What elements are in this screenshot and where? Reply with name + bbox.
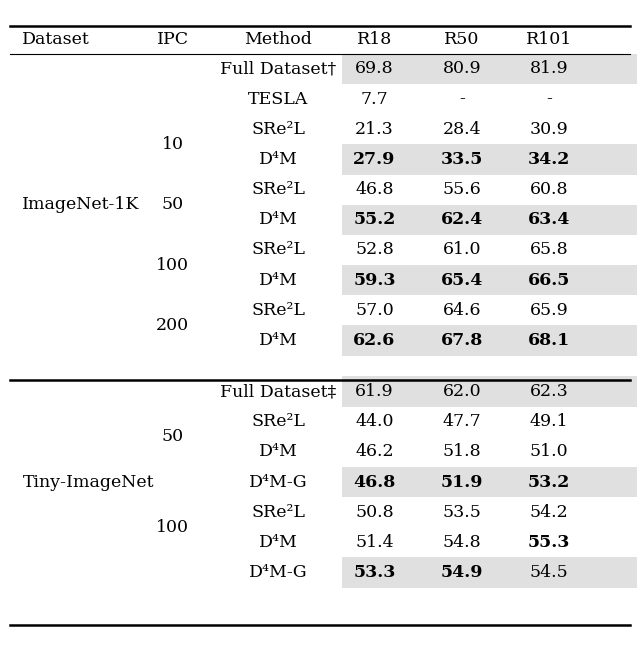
Text: 27.9: 27.9 (353, 151, 396, 168)
Text: SRe²L: SRe²L (252, 413, 305, 430)
Text: 59.3: 59.3 (353, 272, 396, 289)
Text: 47.7: 47.7 (443, 413, 481, 430)
Text: 67.8: 67.8 (441, 332, 483, 349)
Text: 80.9: 80.9 (443, 60, 481, 77)
Text: 66.5: 66.5 (528, 272, 570, 289)
Text: 60.8: 60.8 (530, 181, 568, 198)
Text: Method: Method (244, 31, 312, 48)
Text: D⁴M: D⁴M (259, 211, 298, 228)
Text: 53.3: 53.3 (353, 564, 396, 581)
Text: 50: 50 (162, 428, 184, 445)
Text: SRe²L: SRe²L (252, 121, 305, 138)
Text: 51.0: 51.0 (530, 443, 568, 461)
Text: 61.9: 61.9 (355, 383, 394, 400)
Text: 54.5: 54.5 (530, 564, 568, 581)
Bar (342, 325, 637, 356)
Text: R50: R50 (444, 31, 480, 48)
Bar (342, 265, 637, 295)
Bar (342, 377, 637, 407)
Text: 81.9: 81.9 (530, 60, 568, 77)
Text: Full Dataset†: Full Dataset† (220, 60, 337, 77)
Bar (342, 54, 637, 84)
Text: 62.0: 62.0 (443, 383, 481, 400)
Text: D⁴M-G: D⁴M-G (249, 564, 308, 581)
Text: 68.1: 68.1 (528, 332, 570, 349)
Text: 100: 100 (156, 519, 189, 536)
Text: D⁴M: D⁴M (259, 272, 298, 289)
Text: SRe²L: SRe²L (252, 241, 305, 258)
Text: ImageNet-1K: ImageNet-1K (22, 196, 140, 213)
Text: SRe²L: SRe²L (252, 302, 305, 319)
Text: 65.8: 65.8 (530, 241, 568, 258)
Text: 200: 200 (156, 317, 189, 334)
Text: 53.2: 53.2 (528, 474, 570, 491)
Text: 55.6: 55.6 (443, 181, 481, 198)
Text: 65.4: 65.4 (441, 272, 483, 289)
Text: 52.8: 52.8 (355, 241, 394, 258)
Text: 49.1: 49.1 (530, 413, 568, 430)
Text: 50.8: 50.8 (355, 504, 394, 521)
Text: 28.4: 28.4 (443, 121, 481, 138)
Text: SRe²L: SRe²L (252, 504, 305, 521)
Text: 62.6: 62.6 (353, 332, 396, 349)
Text: D⁴M: D⁴M (259, 151, 298, 168)
Text: Tiny-ImageNet: Tiny-ImageNet (22, 474, 154, 491)
Text: 65.9: 65.9 (530, 302, 568, 319)
Text: 44.0: 44.0 (355, 413, 394, 430)
Text: Full Dataset‡: Full Dataset‡ (220, 383, 337, 400)
Text: 55.2: 55.2 (353, 211, 396, 228)
Text: 57.0: 57.0 (355, 302, 394, 319)
Bar (342, 558, 637, 588)
Text: 62.4: 62.4 (441, 211, 483, 228)
Text: 64.6: 64.6 (443, 302, 481, 319)
Text: D⁴M: D⁴M (259, 534, 298, 551)
Text: D⁴M: D⁴M (259, 332, 298, 349)
Text: D⁴M: D⁴M (259, 443, 298, 461)
Text: R101: R101 (526, 31, 572, 48)
Text: 54.2: 54.2 (530, 504, 568, 521)
Text: 62.3: 62.3 (530, 383, 568, 400)
Text: 54.8: 54.8 (443, 534, 481, 551)
Text: D⁴M-G: D⁴M-G (249, 474, 308, 491)
Text: Dataset: Dataset (22, 31, 90, 48)
Text: 63.4: 63.4 (528, 211, 570, 228)
Text: 54.9: 54.9 (441, 564, 483, 581)
Bar (342, 144, 637, 174)
Text: 46.8: 46.8 (355, 181, 394, 198)
Text: 50: 50 (162, 196, 184, 213)
Text: -: - (546, 91, 552, 108)
Text: 46.2: 46.2 (355, 443, 394, 461)
Text: 69.8: 69.8 (355, 60, 394, 77)
Text: 55.3: 55.3 (528, 534, 570, 551)
Text: R18: R18 (356, 31, 392, 48)
Text: -: - (459, 91, 465, 108)
Text: 53.5: 53.5 (443, 504, 481, 521)
Text: SRe²L: SRe²L (252, 181, 305, 198)
Text: 51.8: 51.8 (443, 443, 481, 461)
Text: 51.4: 51.4 (355, 534, 394, 551)
Text: 33.5: 33.5 (441, 151, 483, 168)
Text: 61.0: 61.0 (443, 241, 481, 258)
Text: TESLA: TESLA (248, 91, 308, 108)
Text: 7.7: 7.7 (360, 91, 388, 108)
Text: 51.9: 51.9 (441, 474, 483, 491)
Text: 10: 10 (162, 136, 184, 153)
Text: 34.2: 34.2 (528, 151, 570, 168)
Text: 100: 100 (156, 256, 189, 274)
Text: 21.3: 21.3 (355, 121, 394, 138)
Text: IPC: IPC (157, 31, 189, 48)
Text: 46.8: 46.8 (353, 474, 396, 491)
Bar (342, 205, 637, 235)
Bar (342, 467, 637, 497)
Text: 30.9: 30.9 (530, 121, 568, 138)
